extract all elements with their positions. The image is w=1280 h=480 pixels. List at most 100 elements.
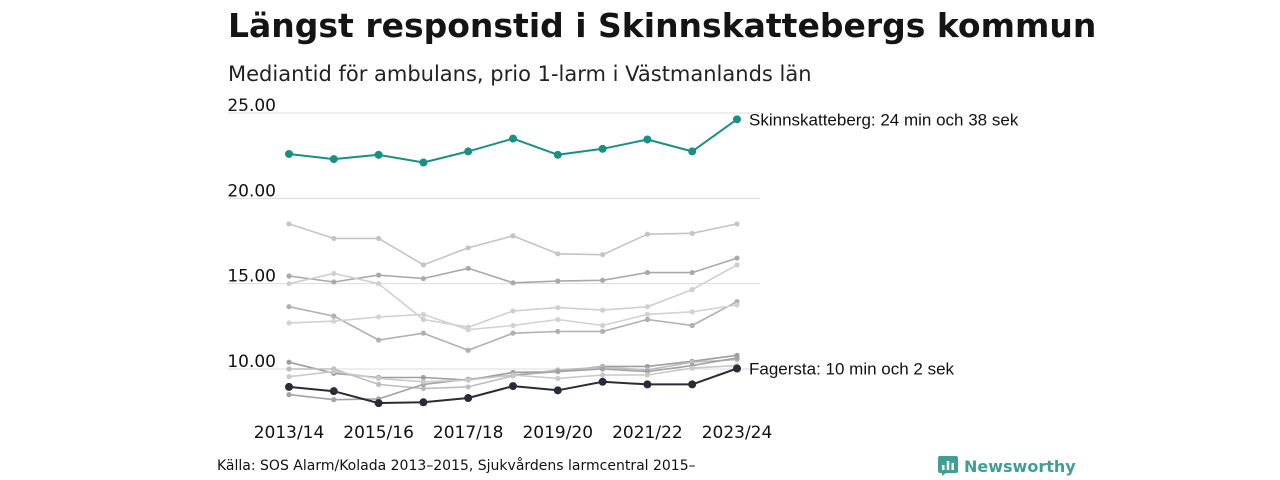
data-point [644,269,651,276]
data-point [598,144,607,153]
data-point [644,316,651,323]
data-point [555,251,561,257]
series-end-label: Skinnskatteberg: 24 min och 38 sek [749,110,1019,129]
data-point [420,374,426,381]
data-point [286,281,292,287]
data-point [465,384,471,390]
data-point [329,155,338,164]
data-point [689,309,695,315]
data-point [643,135,652,144]
series-muni [286,255,740,286]
data-point [555,304,561,311]
series-muni [286,262,740,330]
y-tick-label: 20.00 [227,181,276,201]
data-point [644,304,651,310]
data-point [285,382,293,391]
data-point [331,270,337,277]
data-point [689,269,695,276]
data-point [465,347,471,353]
data-point [419,158,428,167]
data-point [420,316,426,323]
series-muni [286,355,740,403]
data-point [374,150,383,159]
data-point [465,245,471,251]
data-point [464,394,473,403]
data-point [329,387,338,396]
data-point [376,235,382,242]
data-point [420,311,426,317]
series-muni [286,302,740,333]
data-point [644,231,651,237]
data-point [600,372,606,378]
data-point [286,374,292,380]
data-point [376,337,382,343]
data-point [285,149,293,158]
data-point [733,115,741,124]
series-end-label: Fagersta: 10 min och 2 sek [749,359,955,378]
data-point [688,147,697,156]
data-point [644,311,651,317]
data-point [510,372,516,378]
x-tick-label: 2015/16 [343,423,414,443]
data-point [734,302,740,308]
data-point [555,375,561,381]
data-point [376,272,382,278]
data-point [464,147,473,156]
data-point [555,368,561,375]
data-point [689,230,695,236]
data-point [419,398,428,407]
data-point [286,273,292,279]
data-point [420,275,426,282]
data-point [420,379,426,385]
data-point [555,316,561,323]
data-point [598,377,607,386]
data-point [510,233,516,239]
data-point [465,265,471,271]
y-tick-label: 15.00 [227,267,276,287]
data-point [376,314,382,320]
data-point [286,392,292,398]
data-point [510,330,516,336]
brand-logo[interactable]: Newsworthy [938,456,1076,476]
data-point [331,368,337,375]
data-point [331,279,337,285]
data-point [331,318,337,324]
data-point [644,372,651,378]
data-point [510,322,516,329]
brand-name: Newsworthy [964,456,1076,476]
data-point [689,322,695,329]
x-tick-label: 2023/24 [702,423,773,443]
chart-title: Längst responstid i Skinnskattebergs kom… [228,6,1097,45]
data-point [689,287,695,293]
series-lines [285,115,741,408]
y-axis-ticks: 25.00 20.00 15.00 10.00 [227,96,276,372]
y-tick-label: 10.00 [227,352,276,372]
bar-chart-icon [938,456,958,476]
data-point [553,386,562,395]
data-point [643,380,652,389]
data-point [600,322,606,329]
data-point [553,150,562,159]
series-highlight [285,115,741,167]
series-muni [286,298,740,353]
chart-subtitle: Mediantid för ambulans, prio 1-larm i Vä… [228,62,812,86]
series-line [288,264,738,329]
data-point [376,381,382,387]
data-point [510,280,516,286]
x-tick-label: 2019/20 [522,423,593,443]
data-point [420,330,426,336]
data-point [734,355,740,361]
data-point [600,328,606,335]
data-point [286,359,292,365]
data-point [733,364,741,373]
data-point [555,278,561,284]
data-point [420,386,426,392]
x-axis-ticks: 2013/14 2015/16 2017/18 2019/20 2021/22 2023/… [254,423,773,443]
data-point [465,377,471,383]
source-note: Källa: SOS Alarm/Kolada 2013–2015, Sjukv… [217,458,696,474]
data-point [331,313,337,319]
x-tick-label: 2017/18 [433,423,504,443]
data-point [374,399,383,408]
data-point [286,320,292,326]
